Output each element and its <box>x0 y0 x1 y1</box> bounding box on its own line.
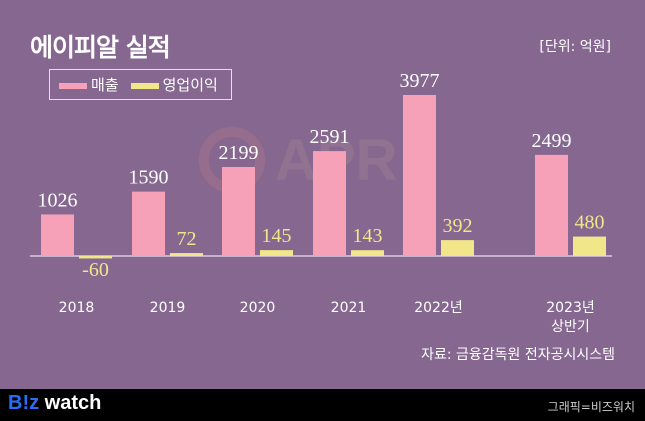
legend-item-operating-profit: 영업이익 <box>130 74 218 95</box>
data-label: 1590 <box>129 167 169 189</box>
legend-swatch <box>130 82 159 89</box>
footer: B!z watch 그래픽=비즈워치 <box>0 389 645 421</box>
data-label: 392 <box>443 215 473 237</box>
bar-chart: APR1026-60201815907220192199145202025911… <box>30 70 612 335</box>
data-label: 2499 <box>532 130 572 152</box>
x-tick-label: 2022년 <box>414 300 463 316</box>
revenue-bar <box>313 151 346 256</box>
operating-profit-bar <box>260 250 293 256</box>
data-label: 145 <box>262 225 292 247</box>
data-label: 143 <box>353 225 383 247</box>
data-label: 3977 <box>400 70 440 92</box>
data-label: -60 <box>82 259 109 281</box>
x-tick-label: 2019 <box>150 300 186 316</box>
operating-profit-bar <box>170 253 203 256</box>
x-tick-label: 2023년 <box>546 300 595 316</box>
legend-label: 매출 <box>91 76 119 94</box>
bizwatch-logo: B!z watch <box>8 392 102 414</box>
graphic-credit: 그래픽=비즈워치 <box>547 400 635 414</box>
operating-profit-bar <box>573 236 606 256</box>
data-label: 2591 <box>310 126 350 148</box>
x-tick-label: 상반기 <box>551 319 590 335</box>
legend-swatch <box>59 82 87 89</box>
unit-label: [단위: 억원] <box>539 39 611 55</box>
revenue-bar <box>222 166 255 256</box>
x-tick-label: 2021 <box>331 300 367 316</box>
x-tick-label: 2018 <box>59 300 95 316</box>
operating-profit-bar <box>79 256 112 259</box>
chart-title: 에이피알 실적 <box>30 33 171 62</box>
revenue-bar <box>41 214 74 256</box>
data-label: 72 <box>177 228 197 250</box>
data-label: 480 <box>575 212 605 234</box>
data-label: 1026 <box>38 189 78 211</box>
x-tick-label: 2020 <box>240 300 276 316</box>
revenue-bar <box>403 95 436 256</box>
legend-label: 영업이익 <box>162 76 218 94</box>
operating-profit-bar <box>441 240 474 256</box>
operating-profit-bar <box>351 250 384 256</box>
legend-item-revenue: 매출 <box>59 74 119 95</box>
legend: 매출 영업이익 <box>49 69 232 100</box>
data-label: 2199 <box>219 142 259 164</box>
source-note: 자료: 금융감독원 전자공시시스템 <box>421 347 615 363</box>
revenue-bar <box>535 154 568 256</box>
revenue-bar <box>132 191 165 256</box>
